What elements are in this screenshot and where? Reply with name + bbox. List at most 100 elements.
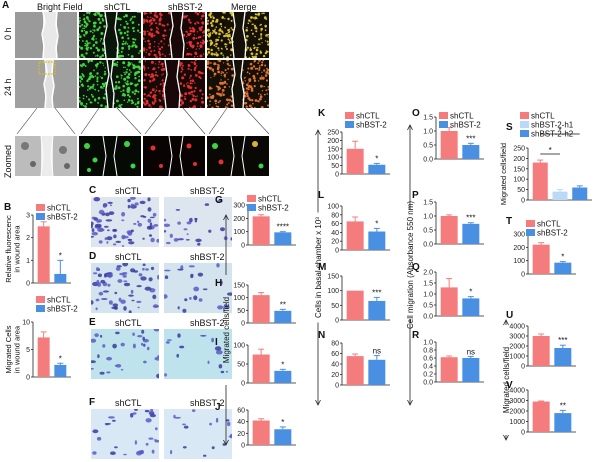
chart-S-bracket-label-1: * <box>558 126 561 135</box>
shared-ylabel-k-n: Cells in basal chamber x 10³ <box>314 129 323 406</box>
tile-bright-24h <box>15 60 77 108</box>
chart-B1-tick-label-0: 0 <box>26 281 30 288</box>
chart-L-tick-label-3: 60 <box>331 221 339 228</box>
panel-a-col-bright-field: Bright Field <box>37 2 83 12</box>
transwell-d-shctl <box>91 263 159 313</box>
chart-K-legend-label-1: shBST-2 <box>356 121 387 130</box>
chart-U-tick-label-1: 1000 <box>509 354 525 361</box>
chart-Q-tick-label-0: 0.0 <box>423 314 433 321</box>
chart-V-letter: V <box>506 380 513 391</box>
chart-B1-legend-swatch-1 <box>36 213 45 220</box>
chart-I-tick-label-0: 0 <box>241 381 245 388</box>
chart-S-legend-swatch-0 <box>520 112 529 119</box>
tile-shbst2-0h <box>143 12 205 58</box>
zoom-connector-lines <box>16 107 270 135</box>
chart-R-bar-1 <box>462 358 480 382</box>
chart-G-letter: G <box>215 195 223 206</box>
chart-Q-tick-label-3: 1.5 <box>423 281 433 288</box>
tile-bright-0h <box>15 12 77 58</box>
chart-B1-sig-1: * <box>59 251 62 260</box>
chart-S-tick-label-1: 50 <box>517 187 525 194</box>
chart-M-tick-label-1: 50 <box>331 303 339 310</box>
chart-N-bar-0 <box>346 356 364 385</box>
chart-S-letter: S <box>506 122 513 133</box>
chart-N-tick-label-1: 20 <box>331 372 339 379</box>
chart-S-tick-label-3: 150 <box>513 166 525 173</box>
chart-U-sig-1: *** <box>558 336 567 345</box>
chart-O-tick-label-0: 0.0 <box>423 157 433 164</box>
chart-O-bar-0 <box>440 131 458 159</box>
chart-H-tick-label-0: 0 <box>241 321 245 328</box>
chart-L-tick-label-0: 0 <box>335 248 339 255</box>
shared-ylabel-o-r-text: Cell migration (Absorbance 550 nm) <box>406 201 415 329</box>
transwell-f-shctl <box>91 409 159 459</box>
tile-shctl-24h <box>79 60 141 108</box>
chart-O-tick-label-2: 1.0 <box>423 129 433 136</box>
chart-V-bar-0 <box>532 401 550 432</box>
chart-u: 0 1000 2000 3000 4000 *** U <box>506 310 576 371</box>
panel-c-header-shctl: shCTL <box>115 186 142 196</box>
chart-B2-bar-1 <box>54 364 67 377</box>
transwell-c-shctl <box>91 197 159 247</box>
chart-N-bar-1 <box>368 359 386 385</box>
chart-H-bar-1 <box>274 310 292 323</box>
chart-O-bar-1 <box>462 145 480 159</box>
chart-B1-tick-label-3: 3 <box>26 213 30 220</box>
chart-N-sig-1: ns <box>373 347 381 356</box>
chart-B1-tick-label-1: 1 <box>26 258 30 265</box>
chart-B1-legend-swatch-0 <box>36 204 45 211</box>
chart-N-letter: N <box>318 330 325 341</box>
chart-O-sig-1: *** <box>466 134 475 143</box>
chart-G-tick-label-0: 0 <box>241 243 245 250</box>
chart-V-tick-label-0: 0 <box>521 430 525 437</box>
tile-shctl-0h <box>79 12 141 58</box>
tile-merge-zoomed <box>207 136 269 176</box>
chart-P-tick-label-0: 0.0 <box>423 242 433 249</box>
panel-e-header-shctl: shCTL <box>115 318 142 328</box>
chart-T-legend-swatch-1 <box>526 229 535 236</box>
chart-K-legend-label-0: shCTL <box>356 112 380 121</box>
chart-I-letter: I <box>215 337 218 348</box>
tile-shctl-zoomed <box>79 136 141 176</box>
chart-B1-ylabel: Relative fluorescencin wound area <box>4 215 22 283</box>
chart-L-sig-1: * <box>375 219 378 228</box>
chart-i: 0 50 100 * I <box>215 337 296 388</box>
chart-S-tick-label-0: 0 <box>521 198 525 205</box>
chart-b2: 0 5 10 * Migrated Cellsin wound area shCTLshB… <box>4 296 78 382</box>
chart-G-legend-swatch-1 <box>247 204 256 211</box>
chart-O-legend-swatch-1 <box>439 121 448 128</box>
chart-K-tick-label-1: 50 <box>331 163 339 170</box>
chart-S-bracket-label-0: * <box>549 146 552 155</box>
chart-G-tick-label-2: 200 <box>233 216 245 223</box>
transwell-c-shbst2 <box>164 197 232 247</box>
chart-H-tick-label-1: 50 <box>237 308 245 315</box>
chart-S-legend-swatch-1 <box>520 121 529 128</box>
chart-R-tick-label-5: 1.0 <box>423 340 433 347</box>
chart-S-bar-0 <box>532 162 548 200</box>
chart-N-tick-label-4: 80 <box>331 341 339 348</box>
chart-T-letter: T <box>506 216 512 227</box>
panel-c-header-shbst2: shBST-2 <box>190 186 225 196</box>
chart-N-tick-label-2: 40 <box>331 362 339 369</box>
chart-B2-legend-swatch-1 <box>36 305 45 312</box>
chart-V-tick-label-1: 1000 <box>509 419 525 426</box>
chart-R-tick-label-1: 0.2 <box>423 372 433 379</box>
shared-ylabel-u-v-text: Migrated cells/field <box>502 347 511 413</box>
transwell-e-shbst2 <box>164 329 232 379</box>
chart-L-tick-label-5: 100 <box>327 204 339 211</box>
chart-I-tick-label-2: 100 <box>233 343 245 350</box>
chart-U-tick-label-0: 0 <box>521 364 525 371</box>
chart-G-legend-swatch-0 <box>247 195 256 202</box>
panel-d-letter: D <box>89 251 97 262</box>
chart-L-bar-1 <box>368 231 386 250</box>
chart-O-tick-label-3: 1.5 <box>423 115 433 122</box>
chart-B2-tick-label-2: 10 <box>22 320 30 327</box>
chart-T-tick-label-0: 0 <box>521 272 525 279</box>
chart-B1-letter: B <box>4 202 11 213</box>
chart-U-tick-label-2: 2000 <box>509 344 525 351</box>
chart-S-tick-label-4: 200 <box>513 156 525 163</box>
shared-ylabel-u-v: Migrated cells/field <box>502 319 511 441</box>
chart-P-tick-label-3: 1.5 <box>423 200 433 207</box>
